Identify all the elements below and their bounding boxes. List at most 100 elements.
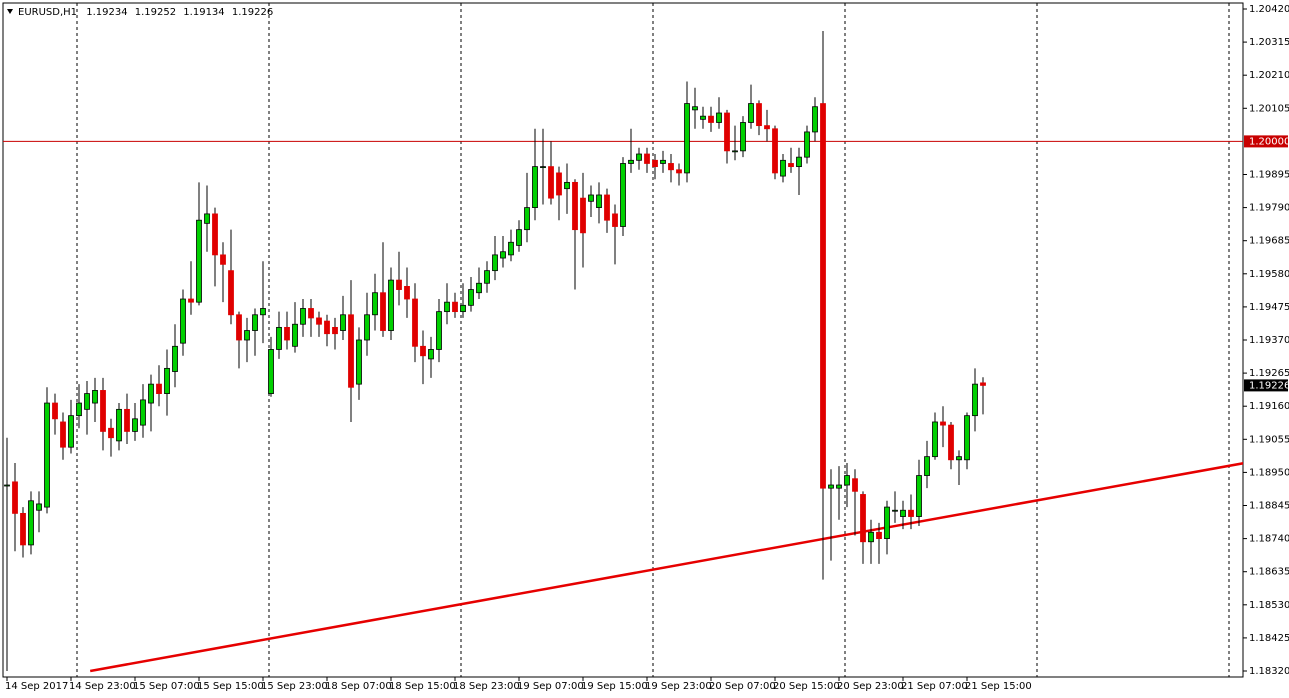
- y-tick-label: 1.18425: [1249, 633, 1289, 644]
- candle-body: [844, 475, 850, 486]
- marks: [3, 31, 1243, 673]
- candle-body: [956, 456, 962, 461]
- trend-line: [89, 462, 1243, 673]
- candle-body: [732, 150, 738, 153]
- candle-body: [36, 503, 42, 511]
- y-tick-label: 1.18950: [1249, 467, 1289, 478]
- candle-body: [292, 323, 298, 347]
- x-tick-label: 18 Sep 07:00: [325, 681, 392, 692]
- candle-body: [316, 317, 322, 325]
- candle-body: [980, 382, 986, 386]
- y-tick-label: 1.18635: [1249, 567, 1289, 578]
- candle-body: [284, 326, 290, 341]
- level-label-box: [1244, 135, 1288, 148]
- candle-body: [44, 402, 50, 508]
- candle-body: [868, 531, 874, 543]
- candle-body: [588, 194, 594, 202]
- candle-body: [372, 292, 378, 316]
- candle-body: [84, 393, 90, 410]
- candle-body: [676, 169, 682, 174]
- candle-body: [708, 115, 714, 123]
- candle-body: [828, 484, 834, 489]
- candle-body: [524, 207, 530, 231]
- candle-body: [28, 500, 34, 546]
- y-tick-label: 1.20315: [1249, 37, 1289, 48]
- x-tick-label: 21 Sep 07:00: [901, 681, 968, 692]
- candle-body: [108, 427, 114, 439]
- candle-body: [52, 402, 58, 420]
- y-tick-label: 1.19265: [1249, 368, 1289, 379]
- candle-body: [692, 106, 698, 111]
- candle-body: [540, 166, 546, 169]
- candle-body: [156, 383, 162, 394]
- y-tick-label: 1.20420: [1249, 4, 1289, 15]
- header: EURUSD,H1 1.19234 1.19252 1.19134 1.1922…: [18, 7, 273, 18]
- candle-body: [788, 163, 794, 168]
- candle-body: [116, 408, 122, 442]
- candle-body: [164, 367, 170, 394]
- menu-triangle: [7, 9, 13, 14]
- candle-body: [356, 339, 362, 385]
- x-tick-label: 19 Sep 07:00: [517, 681, 584, 692]
- candle-body: [700, 115, 706, 120]
- candle-body: [940, 421, 946, 426]
- x-tick-label: 20 Sep 23:00: [837, 681, 904, 692]
- x-tick-label: 14 Sep 23:00: [69, 681, 136, 692]
- candle-body: [724, 112, 730, 152]
- candle-body: [380, 292, 386, 331]
- candle-body: [188, 298, 194, 303]
- candle-body: [60, 421, 66, 448]
- y-tick-label: 1.20210: [1249, 70, 1289, 81]
- candle-body: [740, 122, 746, 152]
- candle-body: [428, 349, 434, 360]
- candle-body: [196, 219, 202, 303]
- x-tick-label: 20 Sep 15:00: [773, 681, 840, 692]
- candle-body: [932, 421, 938, 458]
- y-tick-label: 1.19055: [1249, 434, 1289, 445]
- candle-body: [972, 383, 978, 417]
- candle-body: [572, 181, 578, 231]
- candle-body: [452, 301, 458, 313]
- candle-body: [100, 390, 106, 432]
- candle-body: [140, 399, 146, 426]
- candle-body: [580, 197, 586, 234]
- candle-body: [332, 326, 338, 335]
- candle-body: [772, 128, 778, 174]
- y-tick-label: 1.18740: [1249, 534, 1289, 545]
- candle-body: [76, 402, 82, 417]
- candle-body: [444, 301, 450, 313]
- x-tick-label: 21 Sep 15:00: [965, 681, 1032, 692]
- x-tick-label: 15 Sep 23:00: [261, 681, 328, 692]
- candle-body: [260, 308, 266, 316]
- x-tick-label: 19 Sep 23:00: [645, 681, 712, 692]
- candle-body: [68, 415, 74, 448]
- candle-body: [348, 314, 354, 388]
- candle-body: [908, 509, 914, 517]
- candle-body: [564, 181, 570, 190]
- candle-body: [468, 289, 474, 306]
- x-tick-label: 18 Sep 15:00: [389, 681, 456, 692]
- candle-body: [388, 279, 394, 331]
- candle-body: [684, 103, 690, 174]
- candle-body: [900, 509, 906, 517]
- candle-body: [420, 345, 426, 357]
- x-tick-label: 20 Sep 07:00: [709, 681, 776, 692]
- candle-body: [340, 314, 346, 331]
- candle-body: [180, 298, 186, 344]
- candle-body: [620, 163, 626, 227]
- candle-body: [396, 279, 402, 290]
- candle-body: [412, 298, 418, 347]
- candle-body: [812, 106, 818, 133]
- candle-body: [4, 484, 10, 487]
- candle-body: [20, 512, 26, 546]
- candle-body: [804, 131, 810, 158]
- candle-body: [516, 229, 522, 246]
- y-tick-label: 1.18845: [1249, 501, 1289, 512]
- y-tick-label: 1.18530: [1249, 600, 1289, 611]
- candle-body: [252, 314, 258, 331]
- candle-body: [300, 308, 306, 325]
- y-tick-label: 1.19895: [1249, 169, 1289, 180]
- candle-body: [852, 478, 858, 492]
- candle-body: [612, 213, 618, 227]
- high: 1.19252: [135, 7, 176, 18]
